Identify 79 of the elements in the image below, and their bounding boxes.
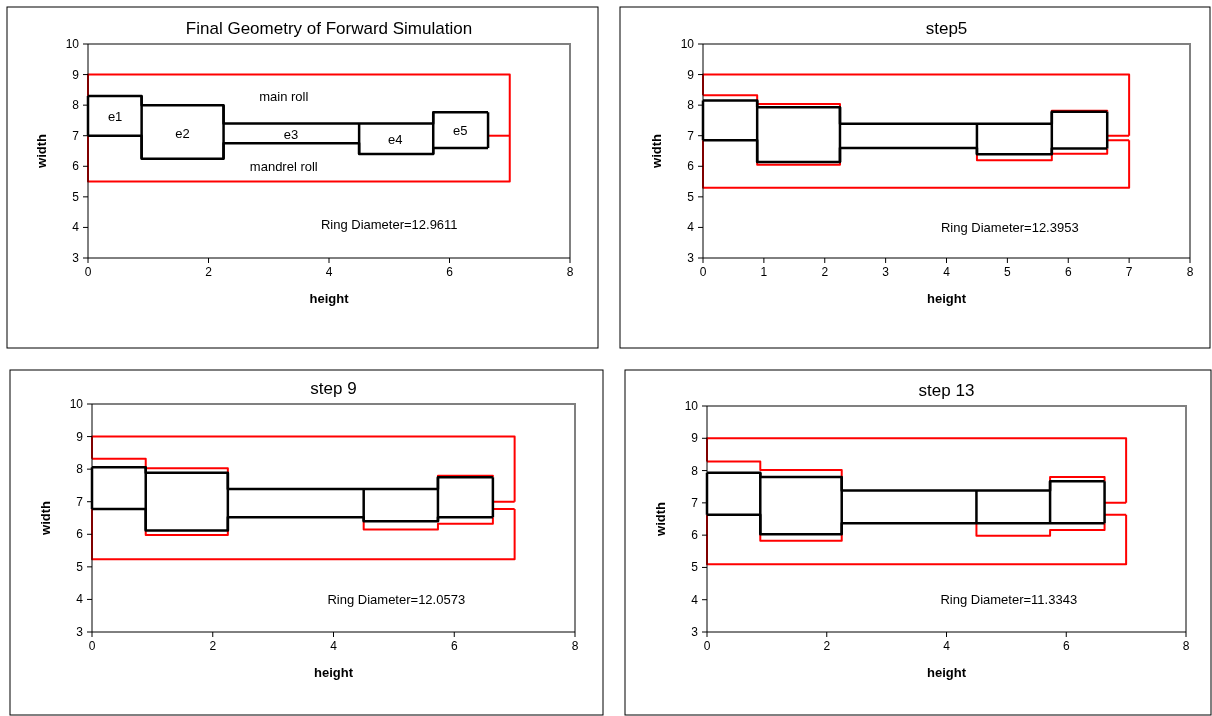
y-tick-label: 8	[76, 462, 84, 477]
y-tick-label: 4	[72, 220, 80, 235]
x-tick-label: 7	[1125, 265, 1133, 279]
annotation: e3	[283, 126, 299, 142]
y-tick-label: 7	[691, 495, 699, 510]
y-tick-label: 3	[76, 625, 84, 639]
x-tick-label: 8	[566, 265, 574, 279]
x-tick-label: 6	[1062, 639, 1070, 653]
x-tick-label: 6	[446, 265, 454, 279]
y-axis-title: width	[653, 501, 668, 537]
x-tick-label: 5	[1004, 265, 1012, 279]
x-tick-label: 2	[821, 265, 829, 279]
y-tick-label: 6	[72, 159, 80, 174]
y-axis-title: width	[38, 500, 53, 536]
y-tick-label: 8	[72, 98, 80, 113]
annotation: e2	[175, 125, 190, 141]
y-tick-label: 7	[687, 128, 695, 143]
y-tick-label: 9	[72, 67, 80, 82]
y-tick-label: 8	[687, 98, 695, 113]
annotation: Ring Diameter=12.9611	[320, 217, 458, 233]
chart-title: step 9	[310, 379, 357, 398]
annotation: Ring Diameter=11.3343	[940, 592, 1078, 608]
x-tick-label: 0	[88, 639, 96, 653]
x-tick-label: 6	[450, 639, 458, 653]
y-axis-title: width	[649, 133, 664, 169]
y-tick-label: 4	[691, 592, 699, 607]
y-tick-label: 7	[72, 128, 80, 143]
y-tick-label: 4	[76, 592, 84, 607]
y-tick-label: 7	[76, 494, 84, 509]
x-tick-label: 0	[84, 265, 92, 279]
x-tick-label: 2	[823, 639, 831, 653]
chart-title: step 13	[918, 381, 975, 400]
annotation: e1	[107, 108, 123, 124]
y-tick-label: 5	[76, 559, 84, 574]
x-tick-label: 0	[699, 265, 707, 279]
annotation: Ring Diameter=12.3953	[940, 220, 1079, 236]
y-tick-label: 6	[691, 528, 699, 543]
y-tick-label: 9	[691, 431, 699, 446]
y-tick-label: 3	[72, 251, 80, 265]
x-tick-label: 4	[325, 265, 333, 279]
chart-title: step5	[925, 19, 968, 38]
y-tick-label: 4	[687, 220, 695, 235]
y-tick-label: 5	[687, 189, 695, 204]
x-tick-label: 1	[760, 265, 768, 279]
y-tick-label: 6	[76, 527, 84, 542]
x-tick-label: 3	[882, 265, 890, 279]
y-tick-label: 5	[72, 189, 80, 204]
annotation: e4	[388, 131, 403, 147]
y-tick-label: 3	[687, 251, 695, 265]
y-tick-label: 10	[684, 399, 699, 413]
y-tick-label: 10	[680, 37, 695, 51]
y-tick-label: 6	[687, 159, 695, 174]
x-tick-label: 2	[209, 639, 217, 653]
x-tick-label: 8	[571, 639, 579, 653]
y-tick-label: 10	[69, 397, 84, 411]
y-tick-label: 3	[691, 625, 699, 639]
x-axis-title: height	[927, 665, 967, 680]
y-axis-title: width	[34, 133, 49, 169]
annotation: e5	[453, 123, 468, 139]
x-tick-label: 2	[205, 265, 213, 279]
chart-title: Final Geometry of Forward Simulation	[185, 19, 473, 38]
x-axis-title: height	[309, 291, 350, 306]
y-tick-label: 9	[687, 67, 695, 82]
y-tick-label: 8	[691, 463, 699, 478]
x-tick-label: 6	[1064, 265, 1072, 279]
x-tick-label: 4	[330, 639, 338, 653]
y-tick-label: 5	[691, 560, 699, 575]
x-tick-label: 8	[1186, 265, 1194, 279]
annotation: Ring Diameter=12.0573	[327, 592, 466, 608]
x-axis-title: height	[314, 665, 354, 680]
annotation: mandrel roll	[249, 159, 318, 175]
annotation: main roll	[259, 88, 309, 104]
y-tick-label: 10	[65, 37, 80, 51]
x-tick-label: 0	[703, 639, 711, 653]
y-tick-label: 9	[76, 429, 84, 444]
x-tick-label: 4	[943, 265, 951, 279]
x-tick-label: 8	[1182, 639, 1190, 653]
x-axis-title: height	[927, 291, 967, 306]
x-tick-label: 4	[943, 639, 951, 653]
